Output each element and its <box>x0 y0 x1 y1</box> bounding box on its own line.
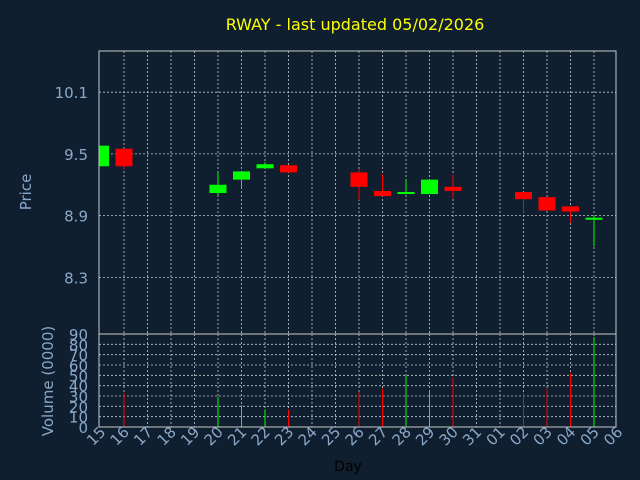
price-axis-label: Price <box>17 174 35 211</box>
volume-y-tick-label: 90 <box>69 326 88 344</box>
candle-30 <box>444 174 462 199</box>
volume-y-tick-label: 60 <box>69 357 88 375</box>
volume-bars <box>123 337 595 427</box>
candle-04 <box>562 206 579 223</box>
candle-body <box>397 191 415 195</box>
price-y-tick-label: 8.9 <box>64 208 88 226</box>
volume-axis-label: Volume (0000) <box>39 326 57 436</box>
volume-y-tick-label: 10 <box>69 409 88 427</box>
candle-05 <box>585 215 603 247</box>
candle-15 <box>99 145 109 167</box>
candle-26 <box>350 169 368 201</box>
x-axis-label: Day <box>334 459 362 475</box>
candle-body <box>99 145 109 167</box>
volume-y-tick-label: 30 <box>69 388 88 406</box>
candle-21 <box>233 171 250 188</box>
candle-body <box>538 197 556 211</box>
x-tick-labels: 1516171819202122232425262728293031010203… <box>83 423 626 449</box>
candle-body <box>115 148 133 167</box>
candle-body <box>444 186 462 191</box>
candle-body <box>209 184 227 194</box>
price-y-tick-label: 10.1 <box>55 84 88 102</box>
volume-frame <box>98 333 617 428</box>
candle-02 <box>515 191 532 213</box>
candle-body <box>233 171 250 180</box>
candle-body <box>562 206 579 212</box>
candle-20 <box>209 172 227 196</box>
candle-body <box>280 165 297 173</box>
volume-y-tick-label: 0 <box>78 419 88 437</box>
price-panel: 10.1 9.5 8.9 8.3 Price <box>17 50 617 335</box>
volume-y-tick-label: 40 <box>69 378 88 396</box>
volume-y-tick-label: 20 <box>69 398 88 416</box>
candle-body <box>350 172 368 187</box>
candlesticks <box>99 145 603 247</box>
candle-23 <box>280 165 297 173</box>
price-y-tick-label: 8.3 <box>64 269 88 287</box>
candle-body <box>374 190 391 197</box>
candle-28 <box>397 179 415 195</box>
volume-y-tick-label: 50 <box>69 367 88 385</box>
candle-body <box>585 217 603 220</box>
candle-16 <box>115 148 133 170</box>
candle-22 <box>256 162 274 169</box>
candle-03 <box>538 197 556 211</box>
volume-y-tick-label: 70 <box>69 347 88 365</box>
candle-body <box>515 191 532 200</box>
chart-title: RWAY - last updated 05/02/2026 <box>226 15 485 34</box>
candle-27 <box>374 174 391 197</box>
candle-body <box>256 164 274 169</box>
volume-y-tick-label: 80 <box>69 336 88 354</box>
candle-29 <box>421 179 438 195</box>
candle-body <box>421 179 438 195</box>
price-y-tick-label: 9.5 <box>64 146 88 164</box>
price-y-ticks: 10.1 9.5 8.9 8.3 <box>55 84 88 287</box>
